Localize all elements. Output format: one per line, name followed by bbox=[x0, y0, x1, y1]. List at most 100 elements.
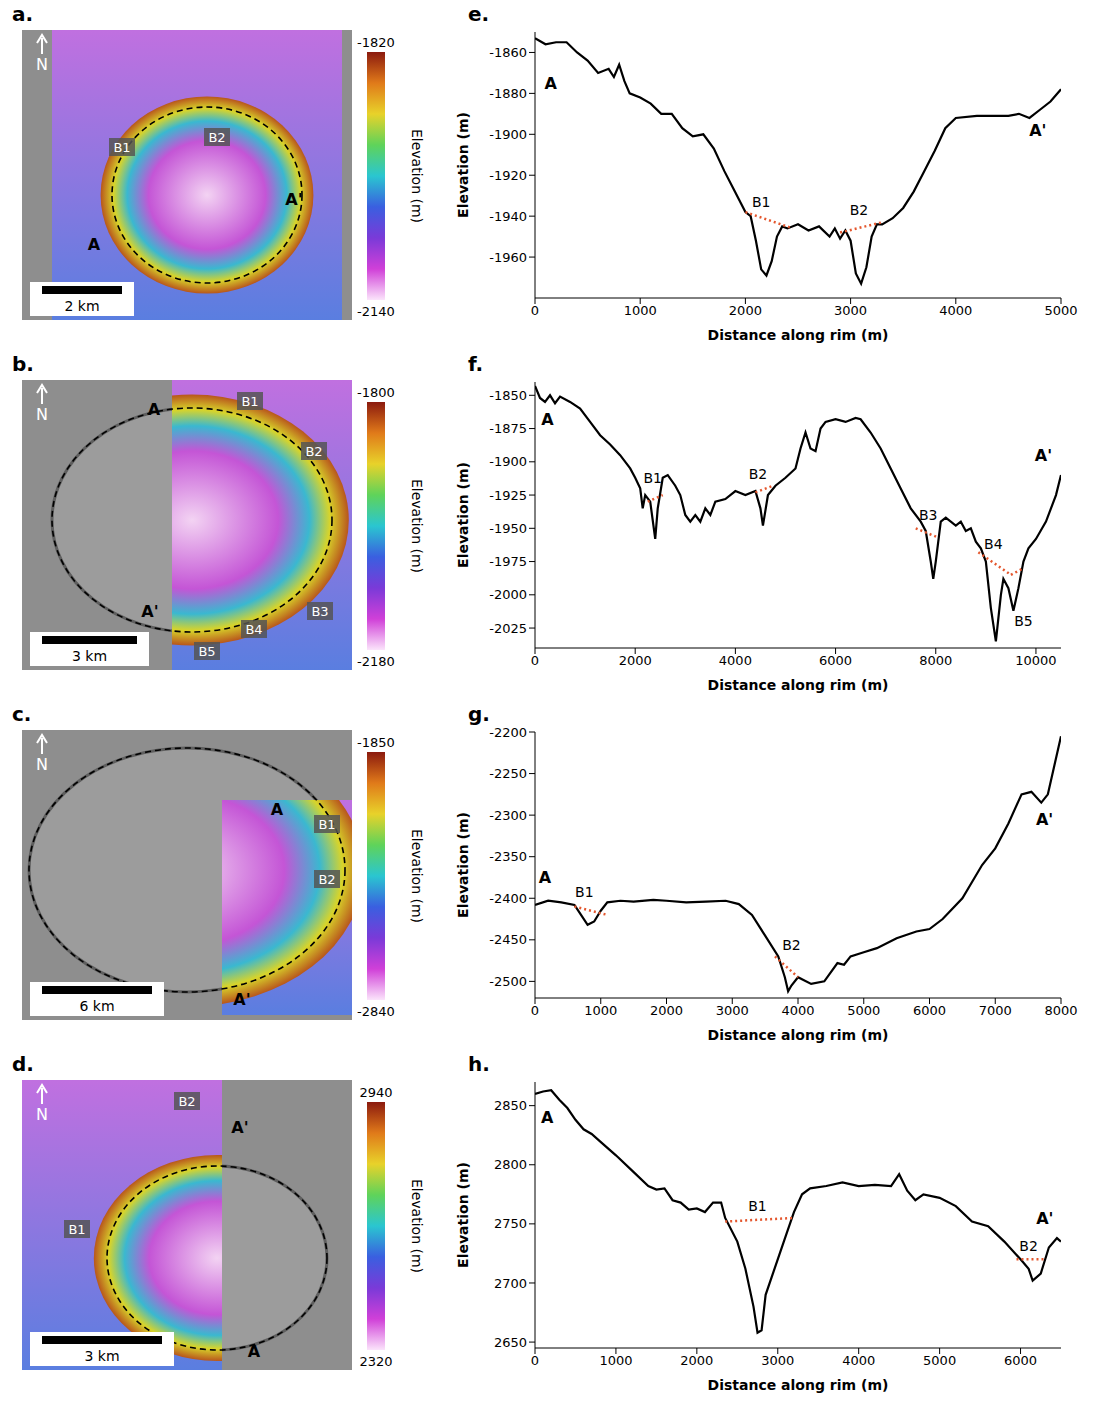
svg-text:B5: B5 bbox=[1014, 613, 1033, 629]
svg-text:B3: B3 bbox=[919, 507, 938, 523]
svg-text:B4: B4 bbox=[984, 536, 1003, 552]
svg-text:2800: 2800 bbox=[494, 1157, 527, 1172]
svg-text:6000: 6000 bbox=[913, 1003, 946, 1018]
svg-text:-1940: -1940 bbox=[489, 209, 527, 224]
svg-text:A': A' bbox=[1035, 446, 1052, 465]
svg-text:Distance along rim (m): Distance along rim (m) bbox=[708, 1377, 889, 1393]
svg-text:2000: 2000 bbox=[729, 303, 762, 318]
svg-text:5000: 5000 bbox=[847, 1003, 880, 1018]
svg-text:-2500: -2500 bbox=[489, 974, 527, 989]
svg-text:6000: 6000 bbox=[1004, 1353, 1037, 1368]
svg-text:10000: 10000 bbox=[1015, 653, 1056, 668]
svg-text:Elevation (m): Elevation (m) bbox=[409, 129, 425, 223]
svg-text:4000: 4000 bbox=[939, 303, 972, 318]
svg-text:1000: 1000 bbox=[584, 1003, 617, 1018]
svg-text:2750: 2750 bbox=[494, 1216, 527, 1231]
svg-text:A: A bbox=[539, 868, 552, 887]
svg-text:6000: 6000 bbox=[819, 653, 852, 668]
svg-text:-1800: -1800 bbox=[357, 385, 395, 400]
svg-text:B4: B4 bbox=[245, 622, 262, 637]
svg-text:B2: B2 bbox=[749, 466, 768, 482]
svg-text:2000: 2000 bbox=[619, 653, 652, 668]
svg-text:5000: 5000 bbox=[1044, 303, 1077, 318]
svg-text:3000: 3000 bbox=[716, 1003, 749, 1018]
svg-text:A': A' bbox=[141, 602, 158, 621]
svg-text:3 km: 3 km bbox=[72, 648, 107, 664]
svg-text:B2: B2 bbox=[1019, 1238, 1038, 1254]
svg-text:B2: B2 bbox=[305, 444, 322, 459]
svg-text:A: A bbox=[545, 74, 558, 93]
svg-text:A: A bbox=[88, 235, 101, 254]
svg-text:-1960: -1960 bbox=[489, 250, 527, 265]
svg-text:N: N bbox=[36, 1105, 48, 1124]
svg-text:Distance along rim (m): Distance along rim (m) bbox=[708, 327, 889, 343]
svg-text:B1: B1 bbox=[752, 194, 771, 210]
svg-text:2320: 2320 bbox=[359, 1354, 392, 1369]
svg-text:-1920: -1920 bbox=[489, 168, 527, 183]
svg-text:1000: 1000 bbox=[624, 303, 657, 318]
svg-text:B2: B2 bbox=[782, 937, 801, 953]
svg-text:0: 0 bbox=[531, 1003, 539, 1018]
svg-text:Elevation (m): Elevation (m) bbox=[409, 1179, 425, 1273]
svg-text:A': A' bbox=[1036, 810, 1053, 829]
svg-text:-2450: -2450 bbox=[489, 932, 527, 947]
svg-text:4000: 4000 bbox=[842, 1353, 875, 1368]
svg-text:7000: 7000 bbox=[979, 1003, 1012, 1018]
svg-text:A': A' bbox=[233, 990, 250, 1009]
svg-text:A': A' bbox=[231, 1118, 248, 1137]
svg-text:2000: 2000 bbox=[650, 1003, 683, 1018]
svg-text:5000: 5000 bbox=[923, 1353, 956, 1368]
svg-text:A: A bbox=[148, 400, 161, 419]
svg-text:4000: 4000 bbox=[781, 1003, 814, 1018]
svg-text:3000: 3000 bbox=[761, 1353, 794, 1368]
svg-text:-1900: -1900 bbox=[489, 127, 527, 142]
svg-text:B3: B3 bbox=[311, 604, 328, 619]
svg-text:Elevation (m): Elevation (m) bbox=[455, 1162, 471, 1268]
svg-text:2850: 2850 bbox=[494, 1098, 527, 1113]
svg-text:3 km: 3 km bbox=[84, 1348, 119, 1364]
svg-text:3000: 3000 bbox=[834, 303, 867, 318]
svg-text:-2000: -2000 bbox=[489, 587, 527, 602]
svg-text:Distance along rim (m): Distance along rim (m) bbox=[708, 677, 889, 693]
svg-text:2 km: 2 km bbox=[64, 298, 99, 314]
svg-text:B2: B2 bbox=[178, 1094, 195, 1109]
svg-text:B1: B1 bbox=[575, 884, 594, 900]
svg-text:-1860: -1860 bbox=[489, 45, 527, 60]
svg-text:A: A bbox=[271, 800, 284, 819]
svg-text:B1: B1 bbox=[318, 817, 335, 832]
svg-text:N: N bbox=[36, 755, 48, 774]
svg-text:8000: 8000 bbox=[919, 653, 952, 668]
svg-text:B2: B2 bbox=[850, 202, 869, 218]
svg-text:A': A' bbox=[1029, 121, 1046, 140]
svg-text:2650: 2650 bbox=[494, 1335, 527, 1350]
svg-text:Distance along rim (m): Distance along rim (m) bbox=[708, 1027, 889, 1043]
svg-text:0: 0 bbox=[531, 303, 539, 318]
svg-text:-2300: -2300 bbox=[489, 808, 527, 823]
svg-text:A': A' bbox=[1036, 1209, 1053, 1228]
svg-text:B1: B1 bbox=[241, 394, 258, 409]
svg-text:-1850: -1850 bbox=[357, 735, 395, 750]
svg-text:A: A bbox=[248, 1342, 261, 1361]
svg-text:-1925: -1925 bbox=[489, 488, 527, 503]
svg-text:B1: B1 bbox=[113, 140, 130, 155]
svg-text:8000: 8000 bbox=[1044, 1003, 1077, 1018]
svg-text:Elevation (m): Elevation (m) bbox=[455, 462, 471, 568]
svg-text:B2: B2 bbox=[208, 130, 225, 145]
svg-text:-1880: -1880 bbox=[489, 86, 527, 101]
svg-text:6 km: 6 km bbox=[79, 998, 114, 1014]
svg-text:-2840: -2840 bbox=[357, 1004, 395, 1019]
svg-text:B1: B1 bbox=[748, 1198, 767, 1214]
svg-text:-2180: -2180 bbox=[357, 654, 395, 669]
svg-text:Elevation (m): Elevation (m) bbox=[455, 812, 471, 918]
svg-text:N: N bbox=[36, 55, 48, 74]
svg-text:-2350: -2350 bbox=[489, 849, 527, 864]
svg-text:2000: 2000 bbox=[680, 1353, 713, 1368]
svg-text:-2250: -2250 bbox=[489, 766, 527, 781]
svg-text:0: 0 bbox=[531, 1353, 539, 1368]
svg-text:-1875: -1875 bbox=[489, 421, 527, 436]
svg-text:-2025: -2025 bbox=[489, 621, 527, 636]
svg-text:A: A bbox=[541, 410, 554, 429]
svg-text:A: A bbox=[541, 1108, 554, 1127]
svg-text:B1: B1 bbox=[643, 470, 662, 486]
svg-text:-1820: -1820 bbox=[357, 35, 395, 50]
